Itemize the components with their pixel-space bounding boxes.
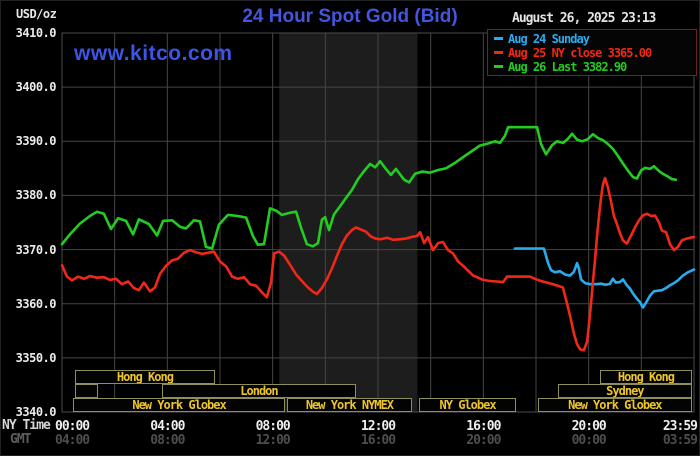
gmt-tick-label: 08:00: [150, 433, 185, 448]
kitco-watermark: www.kitco.com: [74, 42, 233, 65]
session-bar-new-york-globex: New York Globex: [73, 398, 286, 412]
session-bar-london: London: [162, 384, 356, 398]
y-tick-label: 3400.0: [15, 80, 57, 95]
legend-item: Aug 26 Last 3382.90: [492, 60, 696, 74]
chart-title: 24 Hour Spot Gold (Bid): [242, 6, 458, 27]
series-line-2: [60, 125, 678, 250]
session-bar-new-york-nymex: New York NYMEX: [286, 398, 412, 412]
y-tick-label: 3380.0: [15, 188, 57, 203]
y-tick-label: 3360.0: [15, 296, 57, 311]
ny-tick-label: 04:00: [150, 419, 185, 434]
series-line-1: [60, 176, 696, 352]
y-tick-label: 3370.0: [15, 242, 57, 257]
ny-tick-label: 20:00: [571, 419, 607, 434]
session-bar-hong-kong: Hong Kong: [599, 370, 692, 384]
series-line-0: [513, 247, 696, 309]
y-tick-label: 3390.0: [15, 134, 57, 149]
units-label: USD/oz: [16, 7, 57, 21]
session-bar-hong-kong: Hong Kong: [74, 370, 215, 384]
ny-time-axis-label: NY Time: [2, 418, 51, 433]
plot-frame: [61, 32, 695, 413]
y-tick-label: 3410.0: [15, 26, 57, 40]
legend-line-swatch: [494, 64, 503, 68]
legend-line-swatch: [494, 50, 503, 54]
gmt-tick-label: 03:59: [662, 433, 698, 448]
session-bar: [74, 384, 99, 398]
y-tick-label: 3340.0: [15, 405, 57, 419]
ny-tick-label: 23:59: [662, 419, 698, 434]
session-bar-new-york-globex: New York Globex: [537, 398, 692, 412]
gmt-tick-label: 16:00: [360, 433, 396, 448]
ny-tick-label: 08:00: [255, 419, 291, 434]
ny-tick-label: 12:00: [360, 419, 396, 434]
y-tick-label: 3350.0: [15, 350, 57, 365]
ny-tick-label: 16:00: [466, 419, 501, 434]
legend-item: Aug 25 NY close 3365.00: [492, 46, 696, 60]
legend-item-label: Aug 24 Sunday: [508, 32, 590, 46]
session-bar-sydney: Sydney: [557, 384, 692, 398]
session-bar-ny-globex: NY Globex: [419, 398, 516, 412]
legend-line-swatch: [494, 36, 503, 40]
ny-tick-label: 00:00: [55, 419, 90, 434]
nymex-session-band: [279, 33, 418, 412]
chart-datetime: August 26, 2025 23:13: [512, 11, 656, 26]
legend-item-label: Aug 25 NY close 3365.00: [508, 46, 652, 60]
gmt-axis-label: GMT: [10, 432, 32, 447]
gmt-tick-label: 12:00: [255, 433, 291, 448]
legend: Aug 24 Sunday Aug 25 NY close 3365.00 Aug …: [487, 29, 697, 76]
gmt-tick-label: 00:00: [571, 433, 607, 448]
legend-item-label: Aug 26 Last 3382.90: [508, 60, 627, 74]
gmt-tick-label: 20:00: [466, 433, 501, 448]
gmt-tick-label: 04:00: [55, 433, 90, 448]
legend-item: Aug 24 Sunday: [492, 32, 696, 46]
